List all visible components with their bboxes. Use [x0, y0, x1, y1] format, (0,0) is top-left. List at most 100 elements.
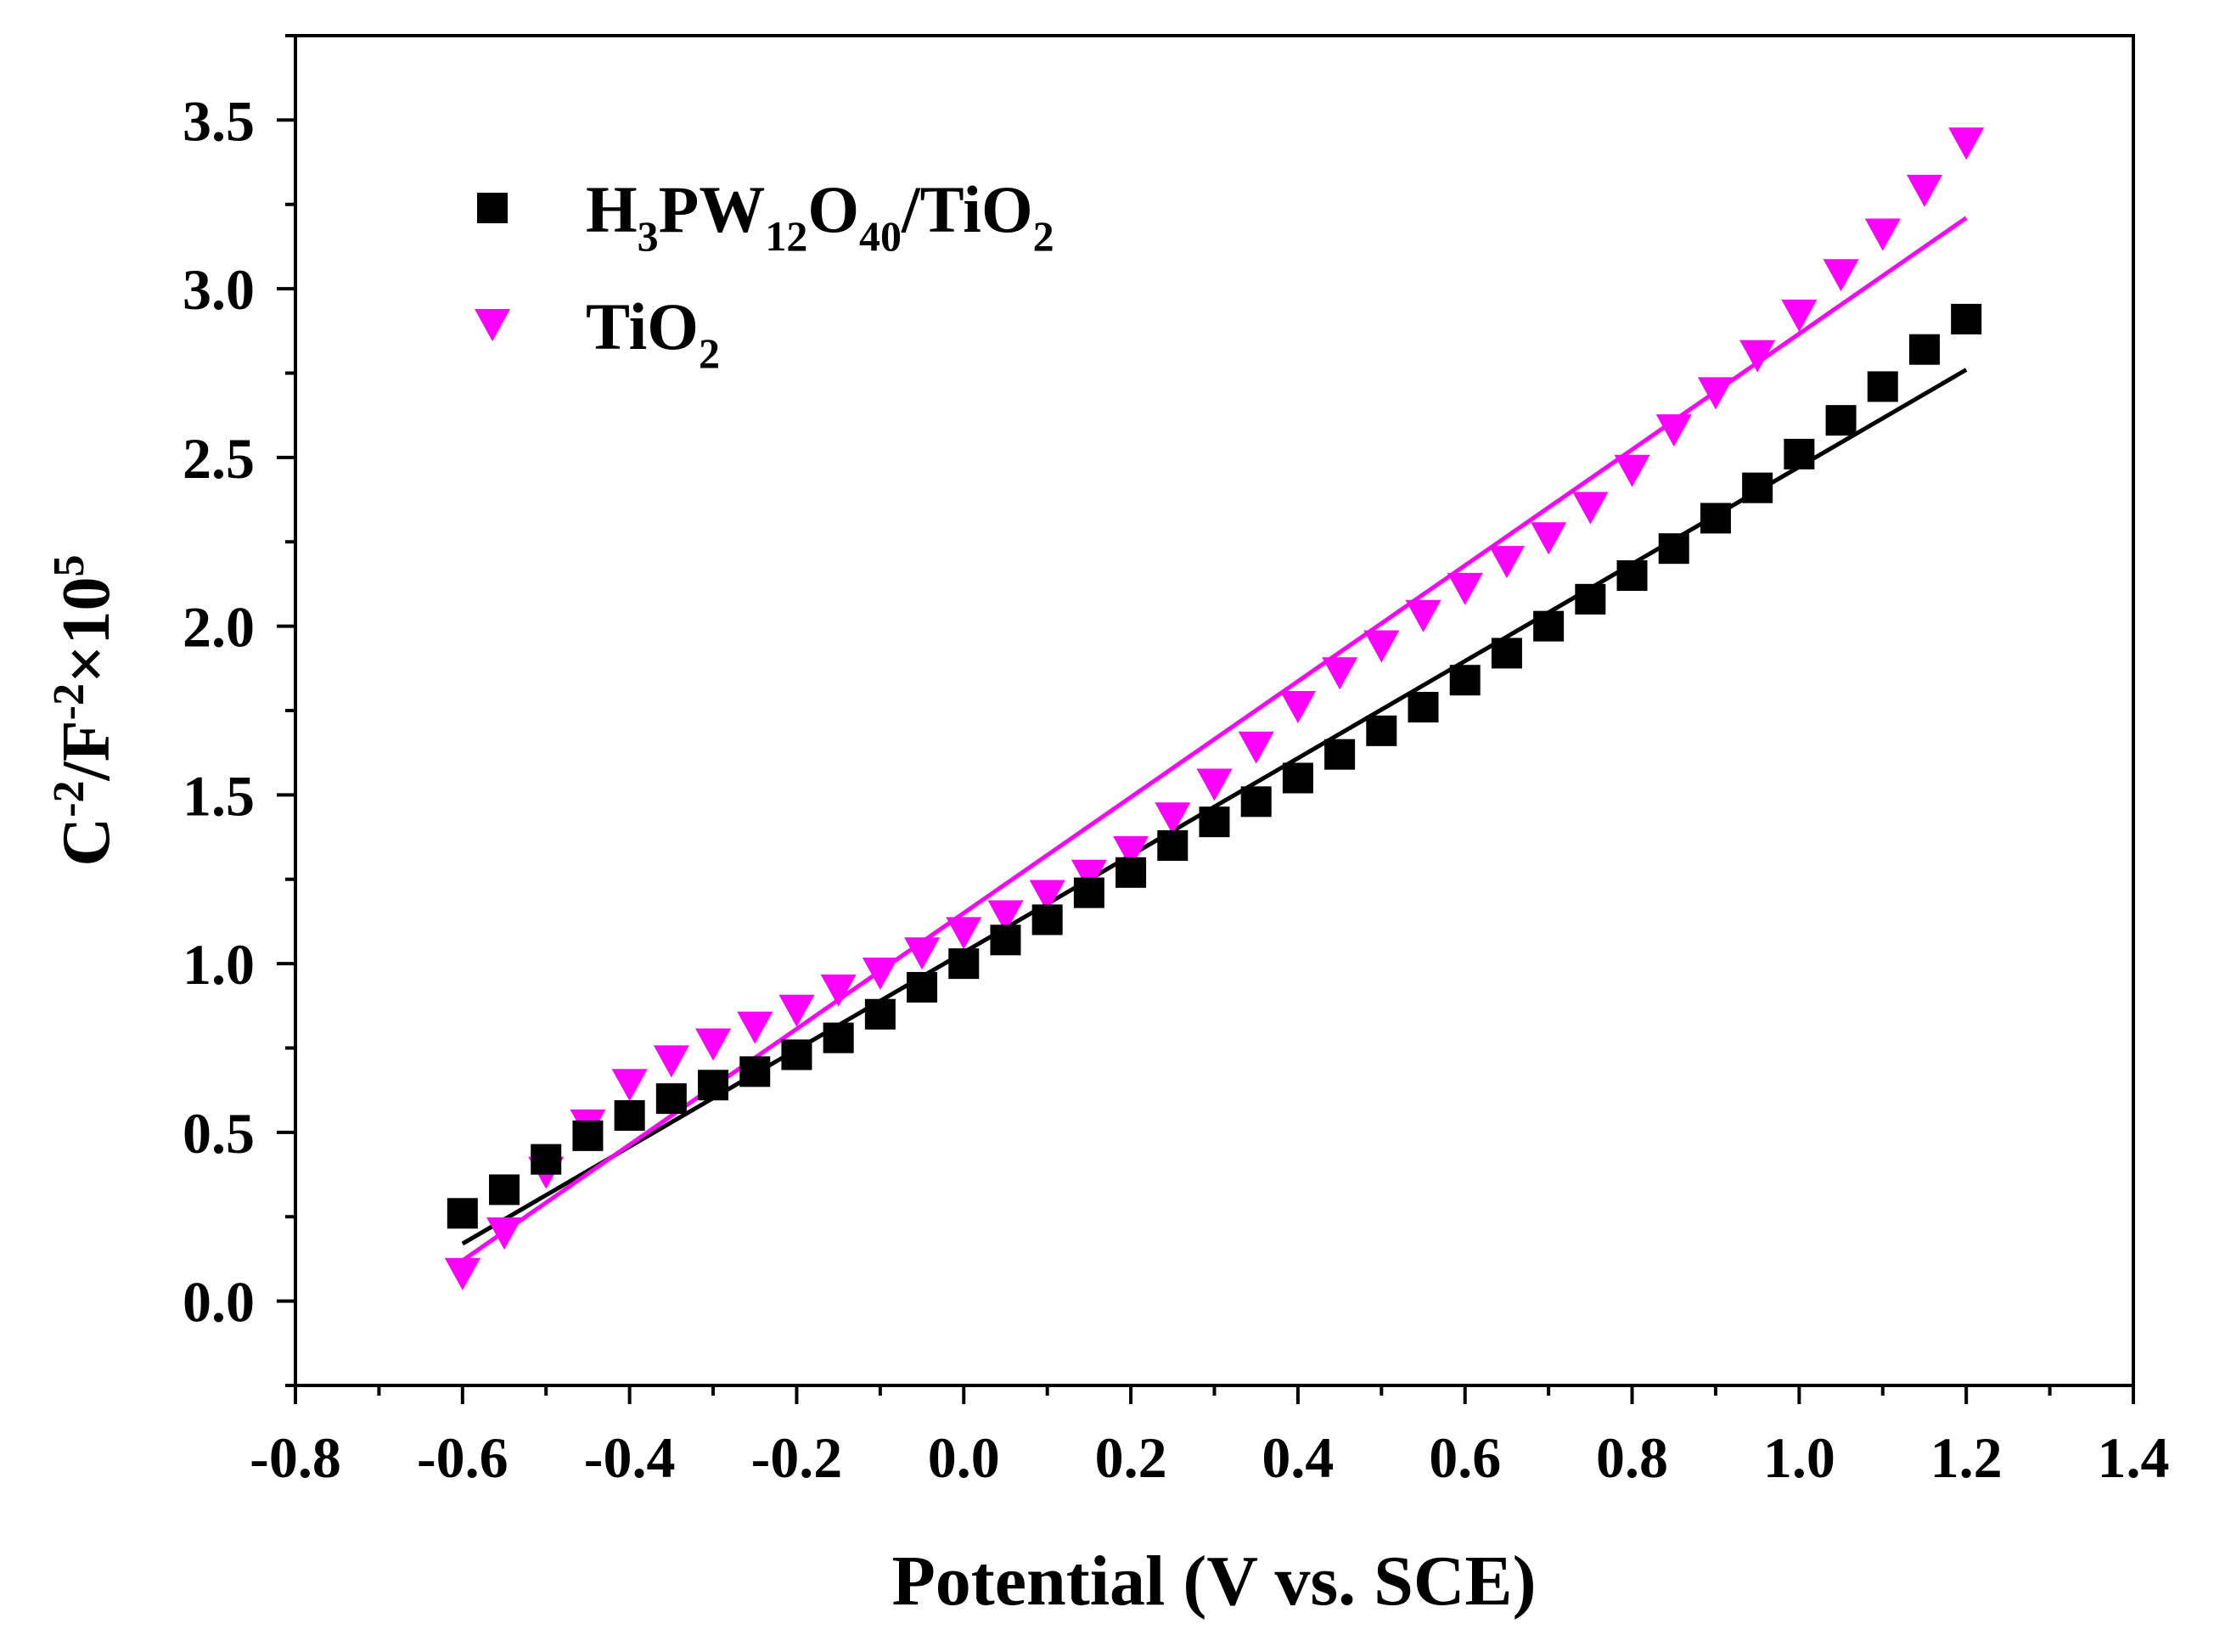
x-tick-label: 1.2: [1930, 1425, 2003, 1490]
data-point: [1697, 377, 1734, 410]
legend-label: H3PW12O40/TiO2: [586, 172, 1054, 260]
x-tick-label: 0.4: [1262, 1425, 1334, 1490]
data-point: [1070, 859, 1107, 892]
data-point: [1908, 334, 1940, 365]
data-point: [1491, 638, 1522, 669]
data-point: [1363, 630, 1400, 663]
data-point: [987, 900, 1024, 933]
data-point: [1742, 472, 1773, 503]
y-label-c: C: [49, 818, 124, 867]
y-tick-label: 0.5: [183, 1101, 255, 1166]
legend-label: TiO2: [586, 289, 720, 377]
data-point: [823, 1022, 854, 1054]
data-points: [444, 127, 1985, 1290]
data-point: [653, 1045, 689, 1078]
data-point: [1282, 762, 1313, 794]
data-point: [695, 1028, 732, 1061]
data-point: [1739, 340, 1776, 373]
y-tick-label: 1.5: [183, 763, 255, 828]
x-tick-label: -0.4: [584, 1425, 676, 1490]
data-point: [946, 917, 982, 950]
data-point: [1655, 414, 1692, 447]
y-axis: 0.0 0.5 1.0 1.5 2.0 2.5 3.0 3.5: [183, 34, 295, 1387]
data-point: [1658, 533, 1689, 565]
data-point: [611, 1069, 648, 1102]
y-label-times: ×10: [49, 576, 124, 683]
data-point: [1825, 405, 1857, 436]
data-point: [1113, 835, 1149, 868]
data-point: [1572, 492, 1609, 525]
data-point: [1616, 560, 1648, 591]
data-point: [1279, 691, 1316, 724]
data-point: [1155, 802, 1191, 835]
legend-marker: [477, 193, 508, 223]
data-point: [1366, 715, 1397, 746]
data-point: [1906, 174, 1942, 207]
data-point: [1447, 572, 1483, 605]
x-axis-label: Potential (V vs. SCE): [891, 1542, 1536, 1621]
y-label-f: /F: [49, 720, 124, 781]
data-point: [778, 994, 815, 1027]
legend: H3PW12O40/TiO2 TiO2: [475, 172, 1054, 377]
x-tick-label: 0.0: [928, 1425, 1000, 1490]
x-tick-label: 0.2: [1095, 1425, 1167, 1490]
x-tick-label: 0.6: [1429, 1425, 1501, 1490]
data-point: [1614, 454, 1650, 487]
data-point: [737, 1011, 773, 1044]
data-point: [1864, 218, 1901, 251]
data-point: [1575, 583, 1606, 615]
y-tick-label: 3.5: [183, 88, 255, 153]
y-label-sup1: -2: [45, 780, 93, 817]
x-tick-label: -0.8: [250, 1425, 341, 1490]
data-point: [531, 1143, 562, 1175]
y-tick-label: 1.0: [183, 932, 255, 997]
data-point: [1781, 299, 1818, 332]
data-point: [1784, 438, 1815, 469]
data-point: [1488, 546, 1525, 579]
data-point: [862, 958, 898, 991]
x-tick-label: 1.0: [1763, 1425, 1835, 1490]
data-point: [614, 1100, 645, 1131]
fit-line: [461, 216, 1968, 1262]
data-point: [1157, 830, 1188, 861]
data-point: [1238, 731, 1274, 764]
data-point: [1322, 657, 1358, 690]
data-point: [655, 1083, 687, 1115]
data-point: [486, 1217, 523, 1250]
data-point: [990, 924, 1021, 956]
data-point: [1533, 610, 1565, 642]
x-tick-label: -0.6: [417, 1425, 509, 1490]
x-tick-label: 1.4: [2098, 1425, 2170, 1490]
data-point: [1449, 665, 1481, 696]
y-label-sup3: 5: [45, 554, 93, 576]
data-point: [781, 1039, 812, 1070]
y-tick-label: 3.0: [183, 257, 255, 322]
data-point: [1948, 127, 1985, 160]
data-point: [907, 971, 938, 1003]
data-point: [739, 1056, 771, 1087]
data-point: [948, 948, 980, 980]
data-point: [698, 1070, 729, 1101]
x-axis: -0.8 -0.6 -0.4 -0.2 0.0 0.2 0.4 0.6 0.8 1.0 1.2 1.4: [250, 1385, 2170, 1490]
y-tick-label: 2.0: [183, 595, 255, 660]
legend-marker: [475, 309, 510, 341]
y-axis-label: C-2/F-2×105: [45, 554, 124, 866]
data-point: [489, 1174, 520, 1205]
data-point: [820, 974, 857, 1007]
data-point: [1951, 303, 1982, 334]
data-point: [1196, 768, 1233, 801]
y-label-sup2: -2: [45, 683, 93, 720]
y-tick-label: 0.0: [183, 1270, 255, 1335]
data-point: [1324, 739, 1356, 770]
data-point: [904, 937, 941, 970]
data-point: [1199, 806, 1230, 838]
data-point: [1240, 786, 1272, 818]
x-tick-label: 0.8: [1596, 1425, 1668, 1490]
data-point: [1700, 503, 1731, 534]
data-point: [1867, 371, 1898, 402]
data-point: [1823, 259, 1859, 292]
x-tick-label: -0.2: [751, 1425, 843, 1490]
data-point: [1408, 692, 1439, 723]
data-point: [1031, 904, 1063, 936]
